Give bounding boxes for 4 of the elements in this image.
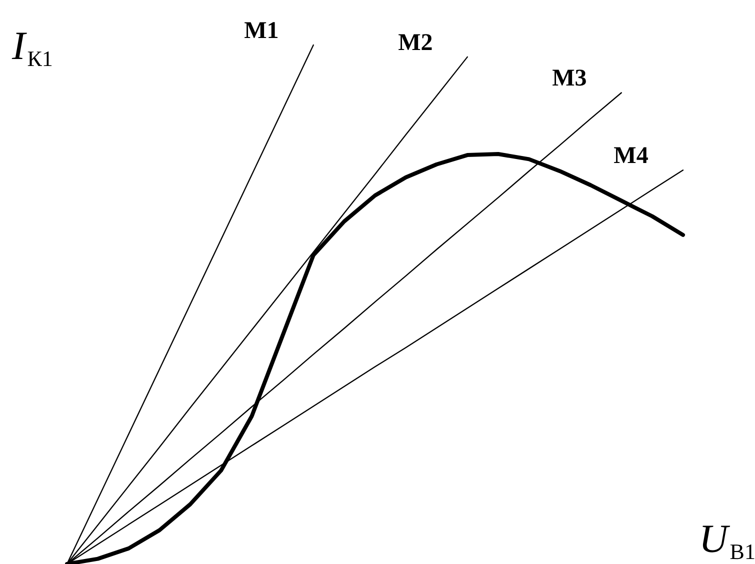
series-label: M3 xyxy=(552,66,587,92)
series-label: M2 xyxy=(398,30,433,56)
series-label: M1 xyxy=(244,18,279,44)
series-label: M4 xyxy=(614,143,648,170)
